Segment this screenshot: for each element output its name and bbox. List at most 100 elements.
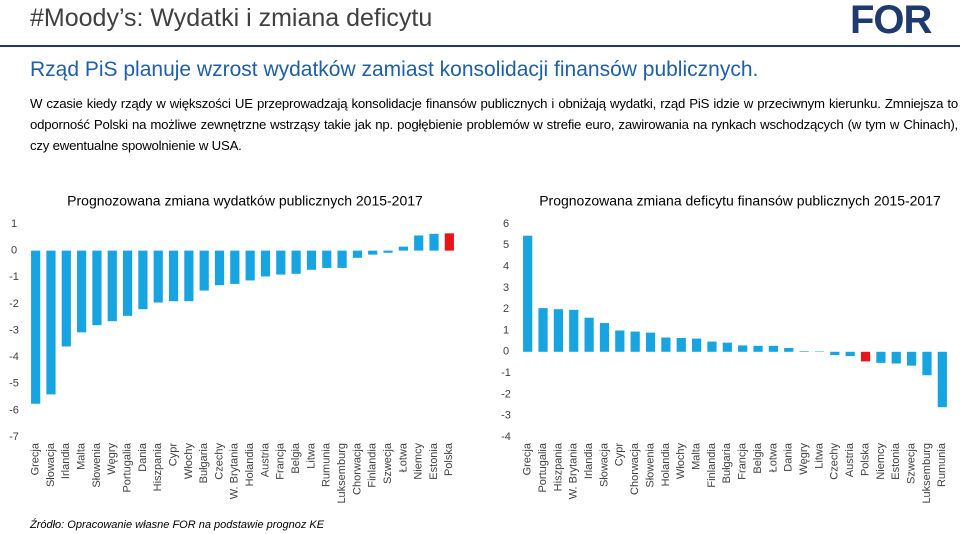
y-tick-label: -6 — [9, 404, 19, 416]
x-tick-label: Łotwa — [767, 442, 779, 472]
bar — [860, 351, 871, 362]
x-tick-label: Węgry — [106, 443, 118, 475]
x-tick-label: Holandia — [244, 442, 256, 486]
logo: FOR — [850, 0, 932, 42]
x-tick-label: Luksemburg — [336, 443, 348, 504]
x-tick-label: Irlandia — [60, 442, 72, 479]
bar — [92, 250, 102, 326]
x-tick-label: Estonia — [890, 442, 902, 480]
y-tick-label: 0 — [11, 245, 17, 257]
bar — [138, 250, 148, 310]
bar — [199, 250, 209, 291]
y-tick-label: -1 — [9, 271, 19, 283]
bar — [784, 347, 794, 352]
bar — [707, 341, 717, 352]
x-tick-label: Portugalia — [121, 442, 133, 492]
y-tick-label: 0 — [503, 346, 509, 358]
x-tick-label: Bułgaria — [198, 442, 210, 483]
x-tick-label: Litwa — [813, 442, 825, 469]
bar — [230, 250, 240, 284]
x-tick-label: W. Brytania — [568, 442, 580, 499]
bar — [569, 309, 579, 352]
x-tick-label: Litwa — [305, 442, 317, 469]
x-tick-label: Malta — [76, 442, 88, 470]
bar — [799, 351, 809, 352]
x-tick-label: Niemcy — [875, 443, 887, 480]
x-tick-label: Austria — [844, 442, 856, 477]
x-tick-label: Włochy — [675, 443, 687, 480]
bar — [645, 332, 656, 352]
bar — [352, 250, 363, 258]
bar — [768, 345, 778, 352]
bar — [692, 338, 702, 352]
source: Źródło: Opracowanie własne FOR na podsta… — [30, 519, 325, 531]
x-tick-label: Francja — [737, 442, 749, 480]
bar — [891, 351, 901, 364]
x-tick-label: Austria — [259, 442, 271, 477]
bar — [738, 345, 748, 352]
y-tick-label: 1 — [503, 324, 509, 336]
x-tick-label: Hiszpania — [152, 442, 164, 491]
x-tick-label: Grecja — [30, 442, 42, 475]
bar — [538, 308, 548, 352]
bar — [845, 351, 855, 357]
bar — [444, 233, 454, 251]
bar — [276, 250, 286, 275]
bar — [907, 351, 917, 366]
bar — [260, 250, 271, 277]
x-tick-label: Belgia — [290, 442, 302, 473]
bar — [937, 351, 947, 408]
y-tick-label: 2 — [503, 303, 509, 315]
bar — [429, 233, 439, 251]
x-tick-label: Dania — [137, 442, 149, 472]
x-tick-label: Cypr — [614, 443, 626, 467]
x-tick-label: Cypr — [167, 443, 179, 467]
bar — [291, 250, 301, 274]
y-tick-label: -4 — [501, 431, 511, 443]
bar — [414, 235, 424, 251]
bar — [214, 250, 225, 286]
x-tick-label: Holandia — [660, 442, 672, 486]
x-tick-label: Rumunia — [936, 442, 948, 487]
bar — [523, 235, 533, 352]
bar — [77, 250, 87, 333]
bar — [122, 250, 133, 316]
x-tick-label: Malta — [691, 442, 703, 470]
y-tick-label: -1 — [501, 367, 511, 379]
x-tick-label: Polska — [443, 442, 455, 476]
x-tick-label: Słowenia — [91, 442, 103, 488]
bar — [722, 342, 732, 352]
x-tick-label: Polska — [859, 442, 871, 476]
y-tick-label: 3 — [503, 282, 509, 294]
x-tick-label: Dania — [783, 442, 795, 472]
y-tick-label: 6 — [503, 218, 509, 230]
x-tick-label: Grecja — [522, 442, 534, 475]
bar — [753, 345, 763, 352]
bar — [383, 250, 393, 253]
x-tick-label: Irlandia — [583, 442, 595, 479]
x-tick-label: Rumunia — [321, 442, 333, 487]
bar — [584, 317, 594, 352]
bar — [168, 250, 179, 302]
x-tick-label: Szwecja — [382, 442, 394, 484]
y-tick-label: -5 — [9, 378, 19, 390]
bar — [398, 246, 408, 251]
x-tick-label: Finlandia — [706, 442, 718, 488]
x-tick-label: Słowacja — [598, 442, 610, 487]
bar — [676, 337, 686, 352]
bar — [306, 250, 317, 270]
bar — [830, 351, 840, 355]
x-tick-label: Słowacja — [45, 442, 57, 487]
bar — [615, 330, 625, 352]
header-rule — [0, 45, 960, 47]
x-tick-label: Węgry — [798, 443, 810, 475]
x-tick-label: Czechy — [213, 443, 225, 480]
bar — [337, 250, 347, 268]
x-tick-label: Łotwa — [397, 442, 409, 472]
y-tick-label: -4 — [9, 351, 19, 363]
x-tick-label: Bułgaria — [721, 442, 733, 483]
body-text: W czasie kiedy rządy w większości UE prz… — [30, 96, 958, 153]
bar — [322, 250, 332, 268]
